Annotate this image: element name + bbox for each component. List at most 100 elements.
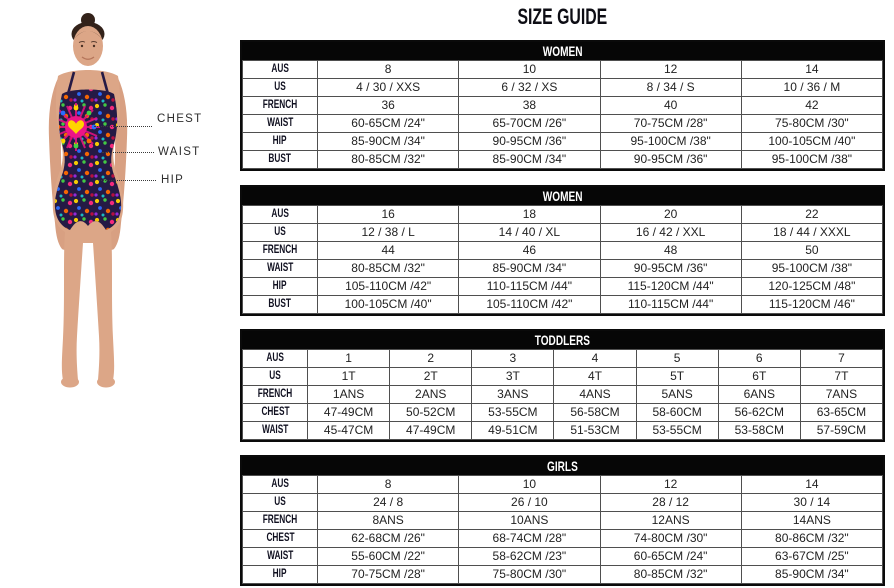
size-cell: 56-62CM [717,403,801,422]
size-cell: 100-105CM /40" [316,295,460,314]
size-cell: 70-75CM /28" [599,114,742,133]
size-cell: 85-90CM /34" [740,565,884,584]
size-cell: 95-100CM /38" [740,150,884,169]
table-row: HIP 105-110CM /42" 110-115CM /44" 115-120CM… [242,277,884,296]
size-cell: 58-60CM [635,403,719,422]
size-grid: AUS 8 10 12 14 US 24 / 8 26 / 10 28 / 12 30 / 14 F… [242,475,884,584]
table-header-text: WOMEN [542,188,583,204]
size-cell: 8 [316,60,460,79]
size-cell: 6 [717,349,801,368]
model-head [73,26,103,66]
size-cell: 47-49CM [306,403,391,422]
size-cell: 28 / 12 [599,493,742,512]
row-label: CHEST [242,529,318,548]
size-cell: 110-115CM /44" [458,277,601,296]
row-label: FRENCH [242,385,308,404]
size-cell: 90-95CM /36" [458,132,601,151]
row-label: HIP [242,565,318,584]
size-cell: 115-120CM /44" [599,277,742,296]
table-row: AUS 8 10 12 14 [242,475,884,494]
table-row: CHEST 62-68CM /26" 68-74CM /28" 74-80CM /30… [242,529,884,548]
row-label: WAIST [242,259,318,278]
table-row: AUS 8 10 12 14 [242,60,884,79]
size-cell: 55-60CM /22" [316,547,460,566]
size-table-women-16-22: WOMEN AUS 16 18 20 22 US 12 / 38 / L 14 / 40 / … [240,185,885,316]
size-table-girls: GIRLS AUS 8 10 12 14 US 24 / 8 26 / 10 28 / 12 30… [240,455,885,586]
size-cell: 6ANS [717,385,801,404]
size-cell: 10 [458,60,601,79]
table-row: US 24 / 8 26 / 10 28 / 12 30 / 14 [242,493,884,512]
table-header-text: GIRLS [547,458,578,474]
size-cell: 4ANS [553,385,637,404]
size-cell: 115-120CM /46" [740,295,884,314]
size-cell: 105-110CM /42" [458,295,601,314]
size-cell: 85-90CM /34" [316,132,460,151]
size-cell: 85-90CM /34" [458,150,601,169]
size-table-women-8-14: WOMEN AUS 8 10 12 14 US 4 / 30 / XXS 6 / 32 / X… [240,40,885,171]
size-cell: 30 / 14 [740,493,884,512]
table-row: AUS 1 2 3 4 5 6 7 [242,349,884,368]
size-cell: 80-86CM /32" [740,529,884,548]
size-cell: 18 / 44 / XXXL [740,223,884,242]
size-cell: 12 [599,475,742,494]
table-row: FRENCH 44 46 48 50 [242,241,884,260]
size-cell: 60-65CM /24" [316,114,460,133]
table-row: HIP 85-90CM /34" 90-95CM /36" 95-100CM /38"… [242,132,884,151]
waist-callout-line [102,152,154,153]
size-cell: 62-68CM /26" [316,529,460,548]
size-cell: 1ANS [306,385,391,404]
row-label: AUS [242,349,308,368]
row-label: CHEST [242,403,308,422]
table-header-text: TODDLERS [534,332,591,348]
table-row: BUST 100-105CM /40" 105-110CM /42" 110-115C… [242,295,884,314]
size-cell: 75-80CM /30" [740,114,884,133]
size-grid: AUS 16 18 20 22 US 12 / 38 / L 14 / 40 / XL 16 /… [242,205,884,314]
table-row: US 4 / 30 / XXS 6 / 32 / XS 8 / 34 / S 10 / … [242,78,884,97]
size-cell: 47-49CM [389,421,473,440]
size-cell: 45-47CM [306,421,391,440]
table-row: CHEST 47-49CM 50-52CM 53-55CM 56-58CM 58-60CM… [242,403,884,422]
size-cell: 5 [635,349,719,368]
size-cell: 46 [458,241,601,260]
size-cell: 2 [389,349,473,368]
model-photo [10,8,190,393]
size-cell: 16 [316,205,460,224]
table-row: US 1T 2T 3T 4T 5T 6T 7T [242,367,884,386]
size-cell: 90-95CM /36" [599,259,742,278]
size-cell: 60-65CM /24" [599,547,742,566]
model-face [78,41,98,60]
table-row: WAIST 55-60CM /22" 58-62CM /23" 60-65CM /24… [242,547,884,566]
row-label: HIP [242,277,318,296]
size-cell: 24 / 8 [316,493,460,512]
row-label: FRENCH [242,511,318,530]
size-cell: 65-70CM /26" [458,114,601,133]
row-label: US [242,78,318,97]
size-cell: 12 / 38 / L [316,223,460,242]
size-cell: 49-51CM [471,421,555,440]
size-cell: 70-75CM /28" [316,565,460,584]
row-label: US [242,367,308,386]
hip-callout-line [99,180,156,181]
table-row: HIP 70-75CM /28" 75-80CM /30" 80-85CM /32" 8… [242,565,884,584]
size-cell: 74-80CM /30" [599,529,742,548]
chest-label: CHEST [157,113,203,125]
size-cell: 10 [458,475,601,494]
swimsuit-pattern [54,89,122,230]
chest-callout-line [94,126,152,127]
hip-label: HIP [161,174,185,186]
row-label: WAIST [242,547,318,566]
model-foot-left [61,376,79,388]
page-title: SIZE GUIDE [240,4,885,30]
size-cell: 7ANS [799,385,884,404]
size-cell: 38 [458,96,601,115]
page-title-text: SIZE GUIDE [517,4,608,29]
size-cell: 20 [599,205,742,224]
size-cell: 1 [306,349,391,368]
row-label: WAIST [242,421,308,440]
size-cell: 80-85CM /32" [316,259,460,278]
waist-label: WAIST [158,146,201,158]
size-cell: 53-55CM [635,421,719,440]
row-label: FRENCH [242,241,318,260]
size-cell: 100-105CM /40" [740,132,884,151]
size-cell: 3T [471,367,555,386]
